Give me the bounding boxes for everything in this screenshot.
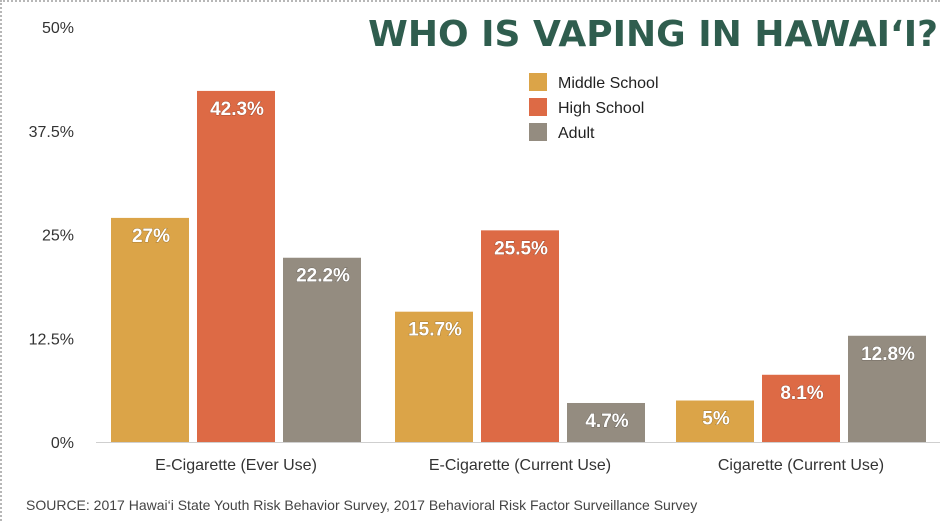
y-tick-label: 0%: [51, 435, 74, 452]
bar: [848, 335, 926, 442]
bar: [395, 311, 473, 442]
legend: Middle School High School Adult: [529, 73, 659, 142]
y-tick-label: 37.5%: [29, 124, 74, 141]
data-label: 15.7%: [408, 320, 462, 341]
bar: [676, 400, 754, 442]
legend-label: Adult: [558, 125, 595, 142]
data-label: 27%: [132, 226, 170, 247]
data-label: 8.1%: [780, 383, 823, 404]
y-tick-label: 12.5%: [29, 331, 74, 348]
x-category-label: E-Cigarette (Current Use): [429, 457, 611, 474]
data-label: 25.5%: [494, 238, 548, 259]
chart-title: WHO IS VAPING IN HAWAI‘I?: [368, 14, 938, 55]
x-category-label: Cigarette (Current Use): [718, 457, 884, 474]
x-axis: E-Cigarette (Ever Use) E-Cigarette (Curre…: [96, 442, 940, 474]
y-tick-label: 25%: [42, 228, 74, 245]
source-note: SOURCE: 2017 Hawai‘i State Youth Risk Be…: [26, 497, 697, 513]
data-label: 22.2%: [296, 266, 350, 287]
bar: [762, 374, 840, 442]
bar: [111, 217, 189, 442]
data-label: 12.8%: [861, 344, 915, 365]
x-category-label: E-Cigarette (Ever Use): [155, 457, 317, 474]
bar: [283, 257, 361, 442]
bar: [567, 402, 645, 442]
bar: [481, 230, 559, 442]
legend-swatch: [529, 123, 547, 141]
y-tick-label: 50%: [42, 20, 74, 37]
legend-label: Middle School: [558, 75, 659, 92]
data-label: 42.3%: [210, 99, 264, 120]
legend-swatch: [529, 98, 547, 116]
bar: [197, 90, 275, 442]
legend-label: High School: [558, 100, 644, 117]
data-label: 5%: [702, 409, 730, 430]
data-label: 4.7%: [585, 411, 628, 432]
legend-swatch: [529, 73, 547, 91]
bars: 27% 42.3% 22.2% 15.7% 25.5% 4.7% 5% 8.1% 12.8%: [111, 90, 926, 442]
y-axis: 0% 12.5% 25% 37.5% 50%: [29, 20, 74, 452]
